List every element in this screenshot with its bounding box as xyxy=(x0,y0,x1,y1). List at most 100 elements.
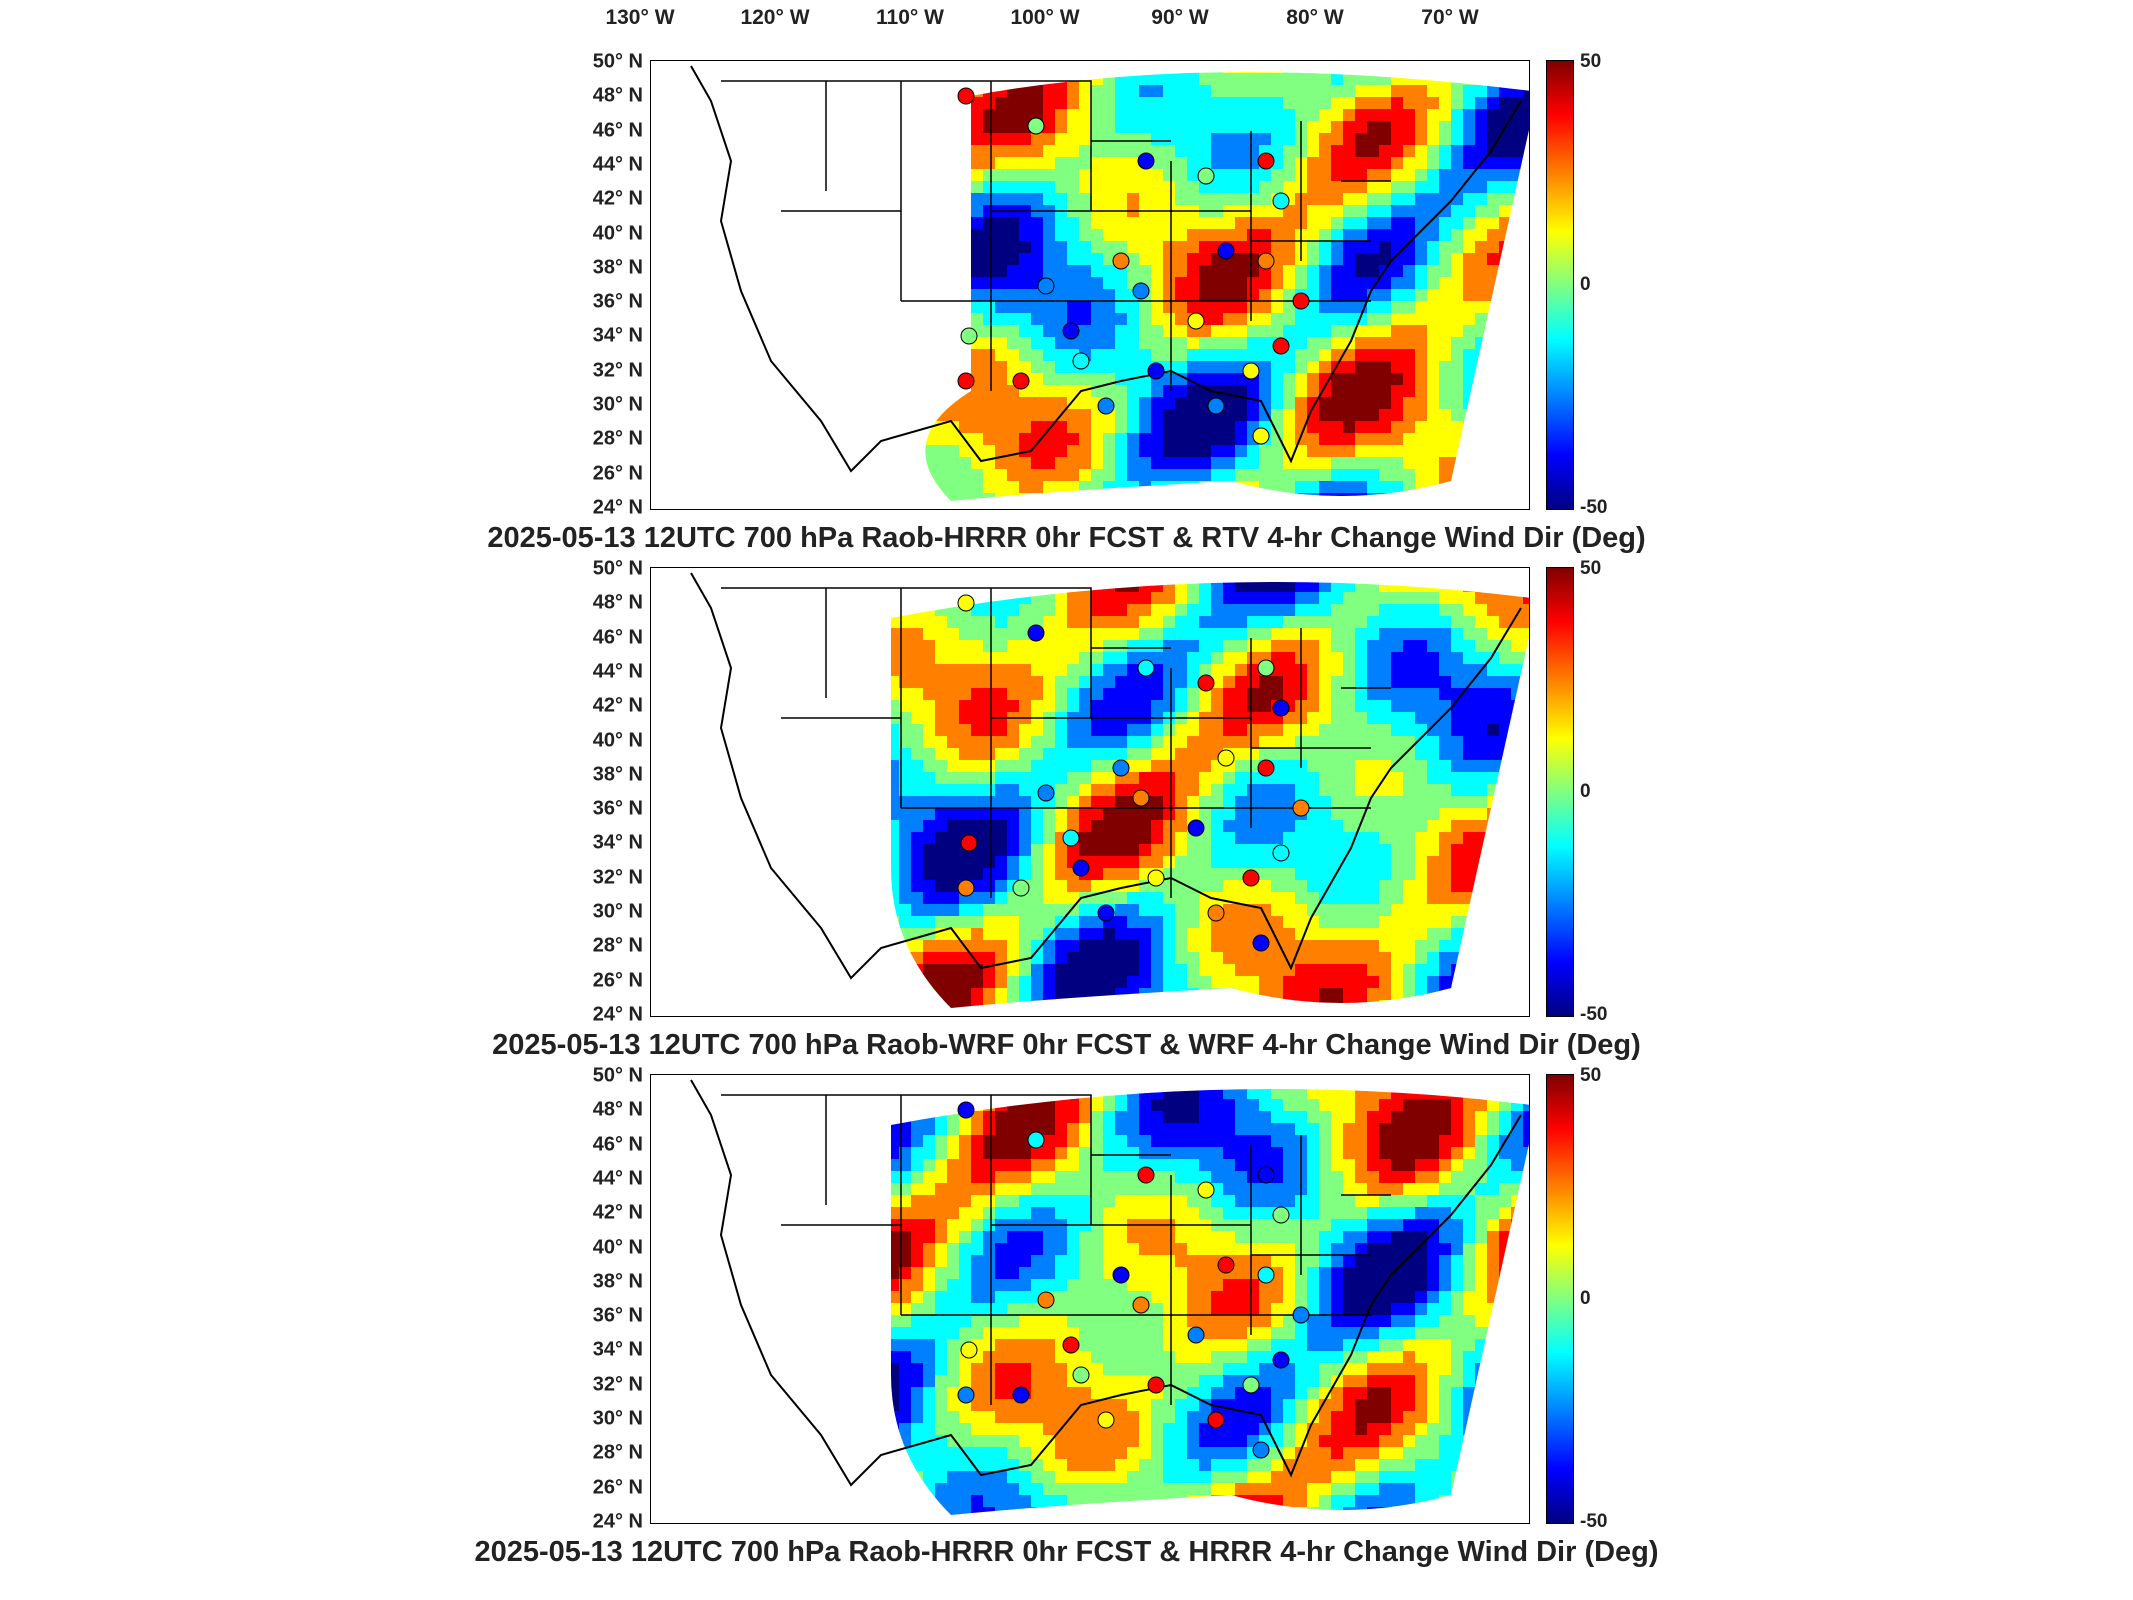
lat-label: 40° N xyxy=(592,1236,643,1259)
map-canvas xyxy=(690,65,1529,501)
lon-label-100w: 100° W xyxy=(1010,6,1080,29)
map-canvas xyxy=(690,1079,1529,1515)
lat-label: 26° N xyxy=(592,969,643,992)
lat-label: 36° N xyxy=(592,797,643,820)
lat-label: 38° N xyxy=(592,1270,643,1293)
lat-label: 32° N xyxy=(592,359,643,382)
lat-label: 32° N xyxy=(592,866,643,889)
raob-station-marker xyxy=(1147,869,1165,887)
raob-station-marker xyxy=(1217,749,1235,767)
us-coastline xyxy=(690,572,1522,980)
raob-station-marker xyxy=(1012,372,1030,390)
raob-station-marker xyxy=(1217,242,1235,260)
raob-station-marker xyxy=(1147,1376,1165,1394)
raob-station-marker xyxy=(1197,1181,1215,1199)
raob-station-marker xyxy=(1187,1326,1205,1344)
raob-station-marker xyxy=(1112,1266,1130,1284)
colorbar xyxy=(1546,567,1574,1017)
lat-label: 50° N xyxy=(592,1064,643,1087)
raob-station-marker xyxy=(957,1101,975,1119)
raob-station-marker xyxy=(957,372,975,390)
raob-station-marker xyxy=(1027,624,1045,642)
raob-station-marker xyxy=(1147,362,1165,380)
colorbar-max-label: 50 xyxy=(1580,51,1602,72)
raob-station-marker xyxy=(1292,799,1310,817)
raob-station-marker xyxy=(1097,397,1115,415)
raob-station-marker xyxy=(960,1341,978,1359)
raob-station-marker xyxy=(1257,1166,1275,1184)
raob-station-marker xyxy=(1027,117,1045,135)
colorbar-mid-label: 0 xyxy=(1580,1288,1591,1309)
raob-station-marker xyxy=(1272,1206,1290,1224)
wind-direction-field xyxy=(891,1089,1529,1515)
raob-station-marker xyxy=(1137,1166,1155,1184)
lat-label: 30° N xyxy=(592,1407,643,1430)
raob-station-marker xyxy=(1132,1296,1150,1314)
raob-station-marker xyxy=(1112,252,1130,270)
lat-label: 42° N xyxy=(592,1201,643,1224)
raob-station-marker xyxy=(1242,1376,1260,1394)
lat-label: 46° N xyxy=(592,626,643,649)
lon-label-70w: 70° W xyxy=(1421,6,1479,29)
map-panel-2: 50 0 -50 50° N 48° N 46° N 44° N 42° N 40° N 3… xyxy=(0,558,2133,1067)
raob-station-marker xyxy=(1207,397,1225,415)
raob-station-marker xyxy=(1257,659,1275,677)
lon-label-80w: 80° W xyxy=(1286,6,1344,29)
lat-label: 40° N xyxy=(592,729,643,752)
lat-label: 38° N xyxy=(592,256,643,279)
colorbar-mid-label: 0 xyxy=(1580,781,1591,802)
lat-label: 44° N xyxy=(592,1167,643,1190)
raob-station-marker xyxy=(1207,1411,1225,1429)
raob-station-marker xyxy=(1197,674,1215,692)
raob-station-marker xyxy=(1097,1411,1115,1429)
map-panel-1: 50 0 -50 50° N 48° N 46° N 44° N 42° N 40° N 3… xyxy=(0,51,2133,560)
map-frame xyxy=(650,1074,1530,1524)
lat-label: 42° N xyxy=(592,694,643,717)
colorbar-min-label: -50 xyxy=(1580,1511,1608,1532)
lat-label: 36° N xyxy=(592,1304,643,1327)
raob-station-marker xyxy=(1242,869,1260,887)
state-boundaries xyxy=(721,80,1391,391)
raob-station-marker xyxy=(1272,337,1290,355)
lon-label-120w: 120° W xyxy=(740,6,810,29)
colorbar-min-label: -50 xyxy=(1580,497,1608,518)
raob-station-marker xyxy=(1242,362,1260,380)
raob-station-marker xyxy=(1072,1366,1090,1384)
raob-station-marker xyxy=(1197,167,1215,185)
raob-station-marker xyxy=(1252,1441,1270,1459)
raob-station-marker xyxy=(957,1386,975,1404)
raob-station-marker xyxy=(957,879,975,897)
lat-label: 40° N xyxy=(592,222,643,245)
lat-label: 48° N xyxy=(592,591,643,614)
map-frame xyxy=(650,567,1530,1017)
raob-station-marker xyxy=(1187,312,1205,330)
raob-station-marker xyxy=(1257,759,1275,777)
lat-label: 50° N xyxy=(592,557,643,580)
raob-station-marker xyxy=(1072,352,1090,370)
colorbar xyxy=(1546,1074,1574,1524)
lat-label: 44° N xyxy=(592,660,643,683)
panel-title: 2025-05-13 12UTC 700 hPa Raob-HRRR 0hr F… xyxy=(487,522,1646,554)
raob-station-marker xyxy=(1292,1306,1310,1324)
raob-station-marker xyxy=(1272,699,1290,717)
lat-label: 24° N xyxy=(592,1003,643,1026)
map-canvas xyxy=(690,572,1529,1008)
lat-label: 38° N xyxy=(592,763,643,786)
lat-label: 24° N xyxy=(592,1510,643,1533)
raob-station-marker xyxy=(1062,829,1080,847)
raob-station-marker xyxy=(1132,789,1150,807)
raob-station-marker xyxy=(1132,282,1150,300)
raob-station-marker xyxy=(1072,859,1090,877)
lon-label-90w: 90° W xyxy=(1151,6,1209,29)
raob-station-marker xyxy=(1112,759,1130,777)
lat-label: 28° N xyxy=(592,934,643,957)
raob-station-marker xyxy=(1292,292,1310,310)
lat-label: 32° N xyxy=(592,1373,643,1396)
panel-title: 2025-05-13 12UTC 700 hPa Raob-HRRR 0hr F… xyxy=(474,1536,1659,1568)
raob-station-marker xyxy=(1037,784,1055,802)
us-coastline xyxy=(690,1079,1522,1487)
raob-station-marker xyxy=(1257,252,1275,270)
lat-label: 26° N xyxy=(592,1476,643,1499)
raob-station-marker xyxy=(1257,152,1275,170)
raob-station-marker xyxy=(957,87,975,105)
